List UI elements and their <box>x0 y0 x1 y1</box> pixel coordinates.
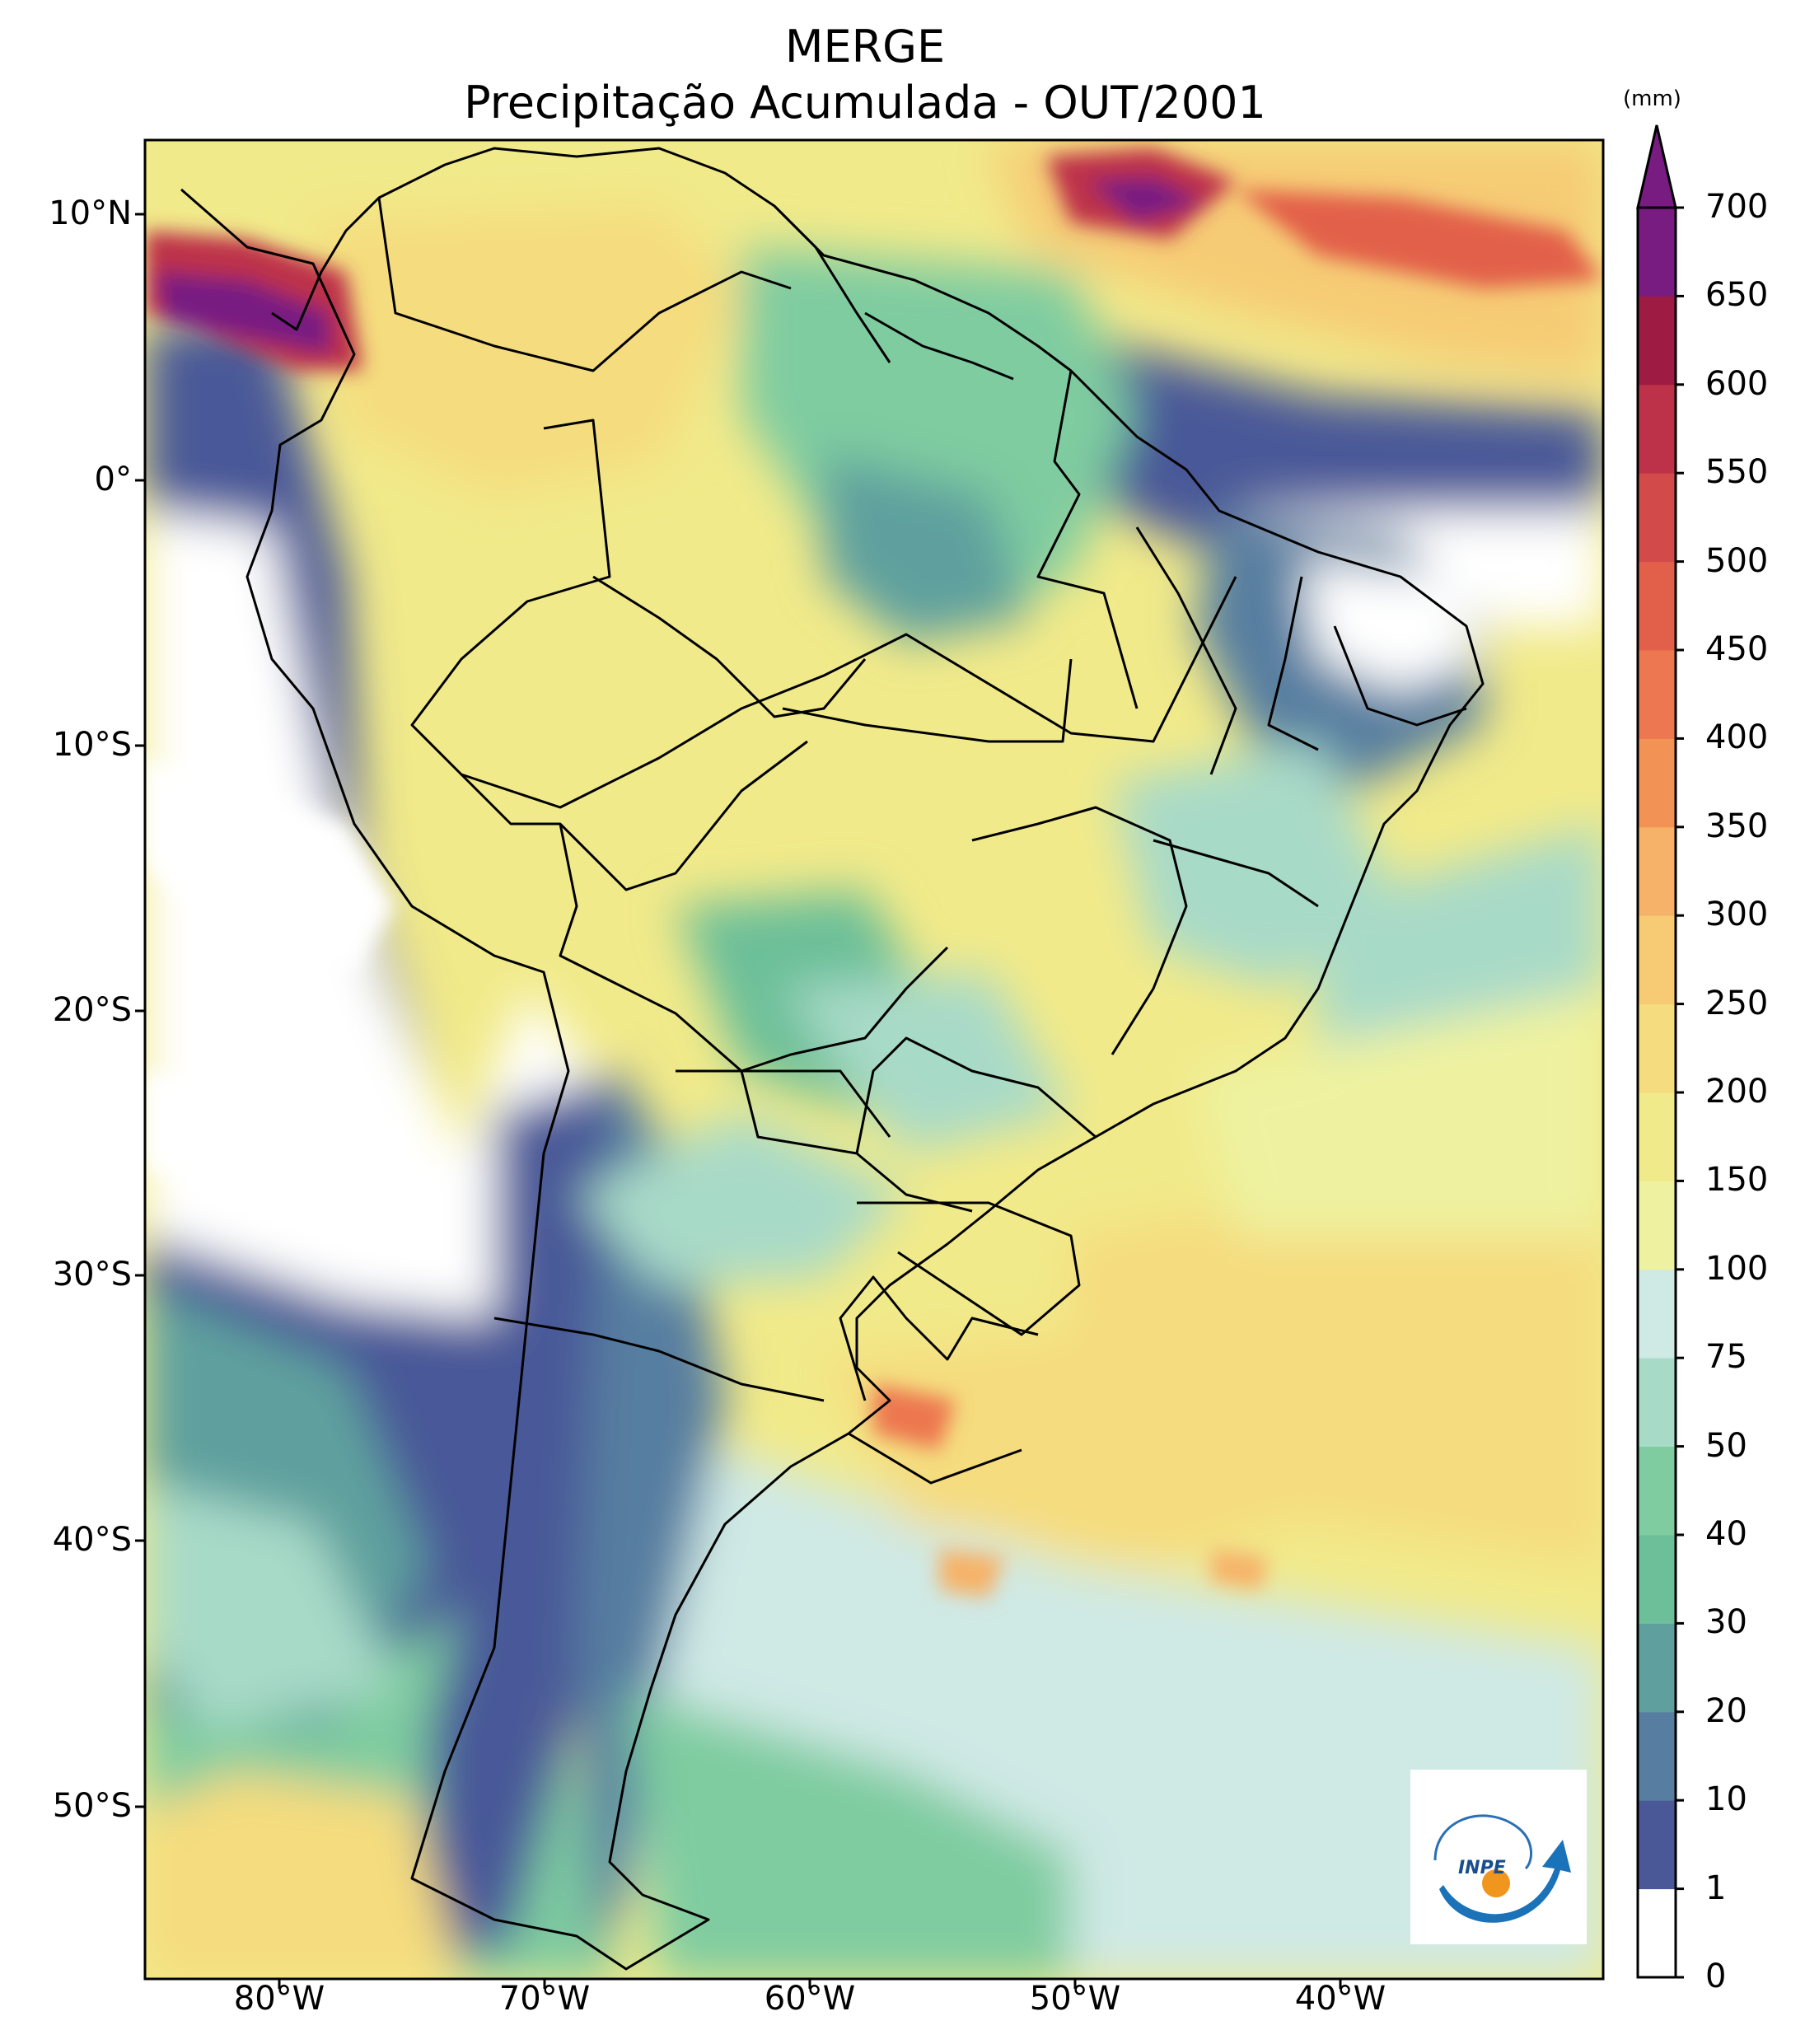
colorbar-tick-label: 400 <box>1705 718 1769 757</box>
colorbar-segment <box>1638 1446 1676 1536</box>
colorbar-tick-label: 30 <box>1705 1603 1747 1642</box>
colorbar-tick-label: 200 <box>1705 1073 1769 1111</box>
lat-label-10s: 10°S <box>52 726 132 764</box>
lon-label-50w: 50°W <box>1029 1980 1121 2018</box>
colorbar-tick-label: 50 <box>1705 1426 1747 1465</box>
axis-ticks <box>135 213 1342 1989</box>
colorbar-segment <box>1638 650 1676 739</box>
chart-title: MERGE <box>784 21 946 72</box>
colorbar-tick-label: 700 <box>1705 188 1769 226</box>
plot-frame <box>143 138 1605 1981</box>
colorbar-segment <box>1638 208 1676 297</box>
colorbar-tick-label: 0 <box>1705 1957 1727 1995</box>
colorbar-segment <box>1638 1003 1676 1093</box>
colorbar-tick-label: 600 <box>1705 364 1769 403</box>
colorbar-segment <box>1638 473 1676 563</box>
colorbar-tick-label: 40 <box>1705 1515 1747 1553</box>
colorbar-segment <box>1638 915 1676 1005</box>
chart-subtitle: Precipitação Acumulada - OUT/2001 <box>464 77 1266 129</box>
lon-label-40w: 40°W <box>1294 1980 1386 2018</box>
colorbar-extend-arrow <box>1636 124 1677 209</box>
lat-label-0: 0° <box>94 461 132 498</box>
colorbar-tick-label: 650 <box>1705 276 1769 315</box>
colorbar-tick-label: 150 <box>1705 1161 1769 1200</box>
lat-label-50s: 50°S <box>52 1787 132 1825</box>
colorbar-unit: (mm) <box>1623 87 1681 111</box>
colorbar-tick-label: 300 <box>1705 896 1769 934</box>
colorbar-tick-label: 550 <box>1705 453 1769 492</box>
colorbar-segment <box>1638 1535 1676 1624</box>
colorbar-tick-label: 10 <box>1705 1780 1747 1819</box>
colorbar-segment <box>1638 1888 1676 1978</box>
precipitation-field <box>145 140 1603 1979</box>
colorbar-tick-label: 75 <box>1705 1338 1747 1377</box>
colorbar <box>1636 124 1684 1979</box>
colorbar-tick-label: 1 <box>1705 1869 1727 1907</box>
colorbar-tick-label: 450 <box>1705 630 1769 668</box>
colorbar-tick-label: 350 <box>1705 807 1769 845</box>
colorbar-segment <box>1638 1092 1676 1181</box>
colorbar-segment <box>1638 1269 1676 1359</box>
lat-label-10n: 10°N <box>49 194 132 232</box>
colorbar-tick-label: 100 <box>1705 1249 1769 1288</box>
colorbar-tick-label: 20 <box>1705 1691 1747 1730</box>
political-boundaries <box>180 147 1485 1971</box>
colorbar-segment <box>1638 384 1676 474</box>
colorbar-segment <box>1638 1711 1676 1801</box>
lon-label-70w: 70°W <box>498 1980 591 2018</box>
colorbar-tick-label: 500 <box>1705 541 1769 580</box>
colorbar-segment <box>1638 1181 1676 1270</box>
colorbar-segment <box>1638 1358 1676 1448</box>
colorbar-segment <box>1638 1800 1676 1890</box>
inpe-logo: INPE <box>1410 1770 1587 1944</box>
colorbar-segment <box>1638 1623 1676 1713</box>
svg-text:INPE: INPE <box>1458 1858 1506 1878</box>
lat-label-40s: 40°S <box>52 1521 132 1559</box>
lat-label-30s: 30°S <box>52 1256 132 1293</box>
lon-label-80w: 80°W <box>233 1980 325 2018</box>
colorbar-segment <box>1638 826 1676 916</box>
lon-label-60w: 60°W <box>764 1980 856 2018</box>
lat-label-20s: 20°S <box>52 991 132 1029</box>
colorbar-segment <box>1638 296 1676 386</box>
colorbar-segment <box>1638 561 1676 651</box>
colorbar-segment <box>1638 738 1676 828</box>
colorbar-tick-label: 250 <box>1705 984 1769 1022</box>
